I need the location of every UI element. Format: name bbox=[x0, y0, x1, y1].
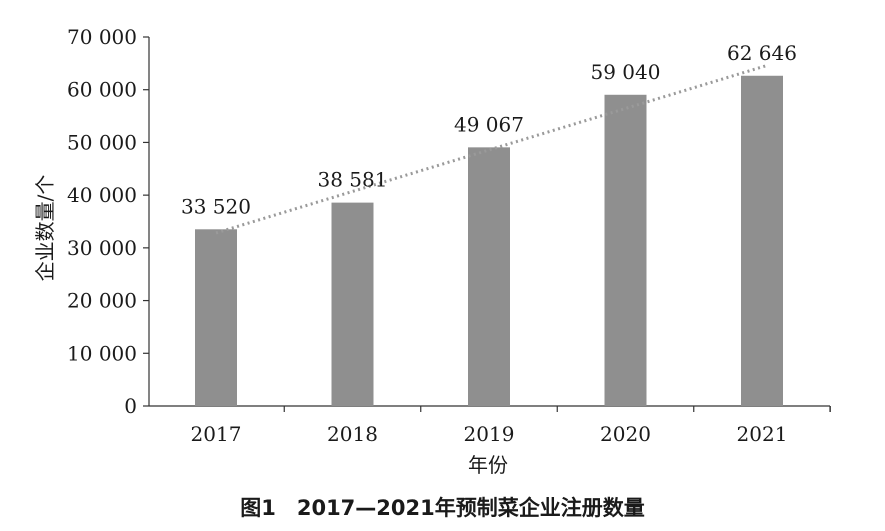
y-tick-label: 30 000 bbox=[67, 236, 137, 260]
trendline bbox=[215, 64, 768, 235]
bar bbox=[741, 75, 783, 406]
x-tick-label: 2020 bbox=[600, 422, 651, 446]
y-tick-label: 50 000 bbox=[67, 130, 137, 154]
bar bbox=[604, 94, 647, 407]
x-tick-label: 2017 bbox=[191, 422, 242, 446]
trendline-path bbox=[215, 64, 768, 235]
bar-chart: 0 10 000 20 000 30 000 40 000 50 000 60 000 70 … bbox=[33, 25, 831, 477]
y-axis-title: 企业数量/个 bbox=[33, 175, 57, 282]
figure-caption: 图1 2017—2021年预制菜企业注册数量 bbox=[240, 496, 645, 520]
data-label: 33 520 bbox=[181, 194, 251, 218]
bar bbox=[331, 202, 374, 406]
y-tick-label: 60 000 bbox=[67, 78, 137, 102]
data-label: 62 646 bbox=[727, 41, 797, 65]
y-tick-label: 20 000 bbox=[67, 289, 137, 313]
x-axis: 2017 2018 2019 2020 2021 bbox=[149, 405, 831, 446]
y-tick-label: 70 000 bbox=[67, 25, 137, 49]
data-labels: 33 520 38 581 49 067 59 040 62 646 bbox=[181, 41, 797, 219]
x-tick-label: 2018 bbox=[327, 422, 378, 446]
y-tick-label: 0 bbox=[124, 394, 137, 418]
data-label: 38 581 bbox=[318, 168, 388, 192]
y-tick-label: 40 000 bbox=[67, 183, 137, 207]
x-tick-label: 2021 bbox=[737, 422, 788, 446]
data-label: 59 040 bbox=[591, 60, 661, 84]
x-axis-title: 年份 bbox=[468, 453, 508, 477]
y-tick-label: 10 000 bbox=[67, 341, 137, 365]
bars bbox=[195, 75, 783, 407]
bar bbox=[468, 147, 510, 407]
x-tick-label: 2019 bbox=[464, 422, 515, 446]
bar bbox=[195, 229, 237, 406]
data-label: 49 067 bbox=[454, 112, 524, 136]
y-axis: 0 10 000 20 000 30 000 40 000 50 000 60 000 70 … bbox=[67, 25, 150, 418]
